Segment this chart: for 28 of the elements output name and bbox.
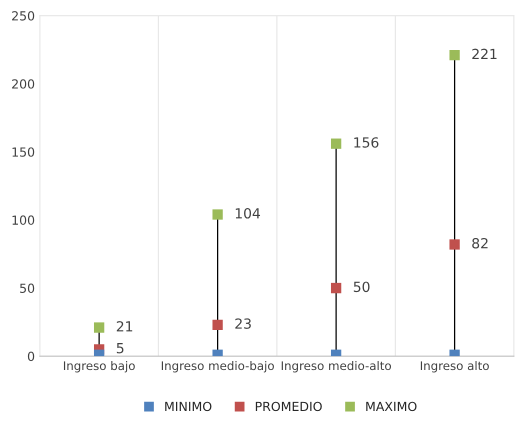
- point: [330, 282, 342, 294]
- x-tick-label: Ingreso alto: [420, 361, 489, 372]
- x-tick-label: Ingreso medio-bajo: [162, 361, 274, 372]
- legend-label: MAXIMO: [366, 402, 417, 412]
- data-label: 5: [116, 343, 124, 354]
- data-label: 221: [472, 48, 497, 59]
- y-tick-label: 50: [20, 284, 34, 293]
- data-label: 104: [236, 208, 260, 219]
- data-label: 82: [472, 238, 488, 249]
- y-tick-label: 250: [12, 11, 34, 21]
- y-tick-label: 0: [28, 352, 34, 362]
- data-label: 50: [354, 282, 370, 292]
- data-label: 23: [235, 318, 251, 329]
- x-tick-label: Ingreso bajo: [64, 361, 135, 372]
- legend-label: MINIMO: [165, 402, 212, 412]
- point: [449, 50, 460, 60]
- legend-label: PROMEDIO: [256, 402, 322, 412]
- x-tick-label: Ingreso medio-alto: [282, 361, 391, 372]
- point: [212, 209, 223, 220]
- point: [212, 320, 223, 330]
- point: [449, 239, 460, 250]
- data-label: 156: [354, 137, 378, 148]
- data-label: 21: [116, 321, 132, 332]
- point: [94, 322, 104, 333]
- point: [330, 138, 342, 149]
- y-tick-label: 200: [12, 79, 34, 89]
- y-tick-label: 100: [12, 215, 34, 225]
- y-tick-label: 150: [12, 147, 34, 157]
